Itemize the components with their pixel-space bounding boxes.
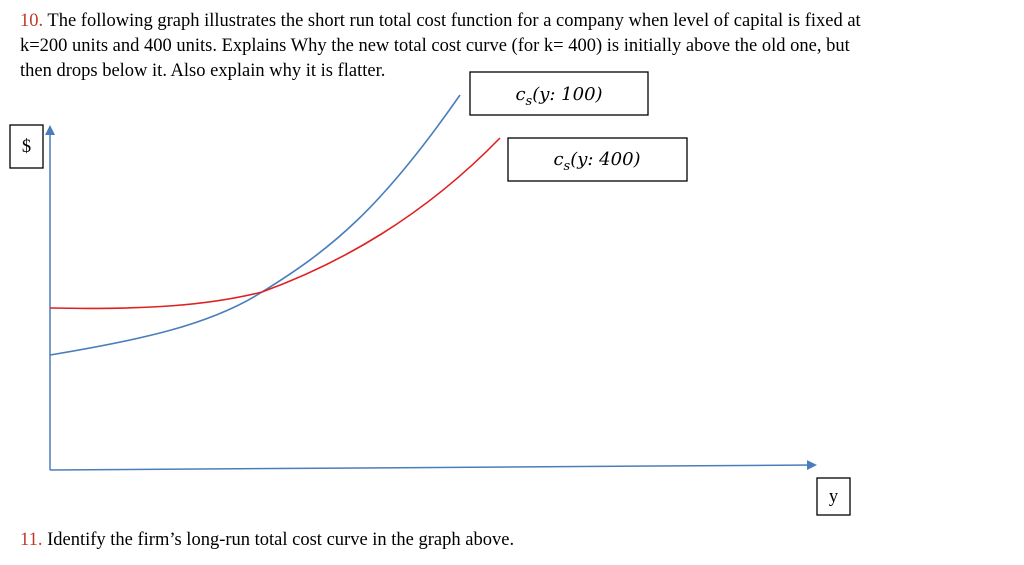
x-axis: [49, 460, 817, 471]
curve-label: cs(y: 100): [515, 84, 602, 109]
label-arg: (y: 400): [570, 149, 640, 170]
x-axis-label: y: [829, 487, 839, 507]
question-text: The following graph illustrates the shor…: [47, 11, 861, 31]
question-number: 11.: [20, 530, 42, 550]
cost-curve-400: [49, 137, 501, 310]
curve-label-box: [469, 71, 649, 116]
y-axis-label: $: [22, 137, 31, 157]
question-text: Identify the firm’s long-run total cost …: [47, 530, 514, 550]
question-text: k=200 units and 400 units. Explains Why …: [20, 36, 851, 56]
question-line: 10. The following graph illustrates the …: [20, 11, 862, 31]
curve-label-box: [507, 137, 688, 182]
label-sub: s: [526, 94, 533, 109]
label-base: c: [515, 84, 525, 105]
question-number: 10.: [20, 11, 43, 31]
cost-curve-100: [49, 94, 461, 356]
label-sub: s: [564, 159, 571, 174]
question-line: 11. Identify the firm’s long-run total c…: [20, 530, 514, 550]
label-base: c: [553, 149, 563, 170]
curve-label: cs(y: 400): [553, 149, 640, 174]
label-arg: (y: 100): [532, 84, 602, 105]
x-label-box: [816, 477, 851, 516]
y-label-box: [9, 124, 44, 169]
question-text: then drops below it. Also explain why it…: [20, 61, 385, 81]
